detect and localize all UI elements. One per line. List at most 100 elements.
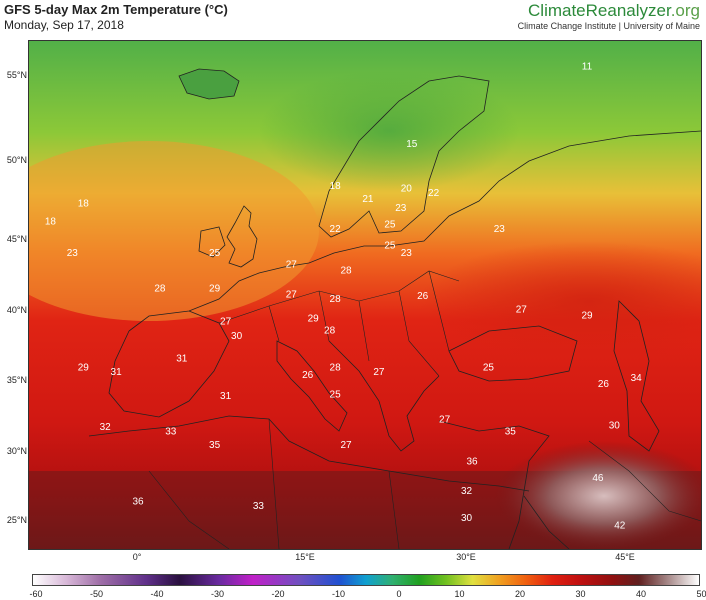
brand-domain: .org (670, 1, 700, 20)
temperature-value-label: 27 (286, 260, 298, 271)
temperature-value-label: 18 (45, 217, 57, 228)
temperature-value-label: 25 (384, 220, 396, 231)
italy (276, 340, 348, 432)
longitude-label: 30°E (456, 552, 476, 562)
brand-name: ClimateReanalyzer (528, 1, 671, 20)
temperature-value-label: 18 (330, 181, 342, 192)
iberian-peninsula (108, 310, 230, 418)
temperature-value-label: 20 (401, 184, 413, 195)
colorbar-tick-label: 20 (514, 589, 526, 599)
temperature-labels: 1110151821202223181825222325232325272828… (45, 62, 643, 532)
temperature-value-label: 27 (340, 440, 352, 451)
temperature-value-label: 11 (582, 62, 593, 73)
latitude-label: 30°N (6, 446, 27, 456)
colorbar-tick-label: 0 (396, 589, 402, 599)
temperature-value-label: 42 (614, 521, 626, 532)
temperature-value-label: 28 (340, 266, 352, 277)
colorbar-tick-label: 30 (575, 589, 586, 599)
temperature-value-label: 33 (253, 501, 265, 512)
scandinavia (318, 75, 490, 238)
map-date: Monday, Sep 17, 2018 (4, 18, 124, 32)
arabian-desert-region (494, 441, 701, 549)
temperature-value-label: 27 (373, 367, 385, 378)
temperature-value-label: 21 (362, 194, 374, 205)
temperature-value-label: 28 (330, 363, 342, 374)
temperature-value-label: 32 (100, 422, 112, 433)
country-borders (148, 270, 701, 549)
longitude-label: 0° (132, 552, 142, 562)
anatolia-coast (438, 420, 550, 549)
temperature-value-label: 35 (505, 427, 517, 438)
balkans (328, 340, 440, 452)
temperature-value-label: 36 (132, 497, 144, 508)
temperature-value-label: 25 (330, 389, 342, 400)
colorbar-tick-label: -60 (29, 589, 43, 599)
temperature-value-label: 26 (598, 379, 610, 390)
temperature-value-label: 15 (406, 139, 418, 150)
temperature-value-label: 18 (78, 199, 90, 210)
colorbar-tick-label: -40 (150, 589, 164, 599)
temperature-value-label: 25 (209, 248, 221, 259)
temperature-value-label: 27 (286, 290, 298, 301)
latitude-label: 50°N (6, 155, 27, 165)
temperature-colorbar (32, 574, 700, 586)
temperature-value-label: 29 (308, 313, 320, 324)
latitude-label: 35°N (6, 375, 27, 385)
temperature-value-label: 36 (466, 456, 478, 467)
red-sea (523, 495, 570, 549)
colorbar-tick-label: -30 (210, 589, 225, 599)
longitude-label: 45°E (615, 552, 635, 562)
temperature-value-label: 28 (154, 284, 166, 295)
temperature-value-label: 29 (78, 363, 90, 374)
temperature-value-label: 33 (165, 427, 177, 438)
temperature-value-label: 23 (395, 203, 407, 214)
colorbar-tick-label: -20 (271, 589, 285, 599)
temperature-value-label: 27 (220, 316, 232, 327)
latitude-label: 40°N (6, 305, 27, 315)
european-coastline (128, 130, 701, 332)
temperature-value-label: 29 (209, 284, 221, 295)
temperature-value-label: 25 (483, 363, 495, 374)
temperature-value-label: 32 (461, 486, 473, 497)
latitude-label: 45°N (6, 234, 27, 244)
map-title: GFS 5-day Max 2m Temperature (°C) (4, 2, 228, 17)
temperature-value-label: 23 (67, 248, 79, 259)
temperature-value-label: 28 (324, 325, 336, 336)
temperature-value-label: 27 (516, 304, 528, 315)
temperature-value-label: 35 (209, 440, 221, 451)
brand-logo[interactable]: ClimateReanalyzer.org (528, 1, 700, 21)
great-britain (226, 205, 258, 268)
colorbar-tick-label: 50 (696, 589, 706, 599)
colorbar-tick-label: -50 (89, 589, 104, 599)
north-africa-coast (88, 415, 530, 492)
temperature-value-label: 30 (609, 421, 621, 432)
temperature-value-label: 31 (220, 391, 232, 402)
temperature-value-label: 25 (384, 240, 396, 251)
temperature-value-label: 29 (581, 310, 593, 321)
scandinavia-cool-region (259, 71, 519, 191)
temperature-value-label: 23 (494, 224, 506, 235)
temperature-value-label: 22 (428, 188, 440, 199)
caspian-sea (613, 300, 660, 452)
ireland (198, 226, 226, 258)
temperature-value-label: 30 (231, 331, 243, 342)
temperature-value-label: 27 (439, 415, 451, 426)
brand-subtitle: Climate Change Institute | University of… (517, 21, 700, 31)
temperature-value-label: 23 (401, 248, 413, 259)
longitude-label: 15°E (295, 552, 315, 562)
black-sea (448, 325, 578, 382)
temperature-value-label: 34 (631, 373, 643, 384)
colorbar-tick-label: -10 (331, 589, 346, 599)
temperature-map: 1110151821202223181825222325232325272828… (28, 40, 702, 550)
temperature-value-label: 30 (461, 513, 473, 524)
colorbar-tick-label: 40 (635, 589, 647, 599)
latitude-label: 25°N (6, 515, 27, 525)
colorbar-tick-label: 10 (454, 589, 465, 599)
atlantic-cool-region (29, 141, 319, 321)
latitude-label: 55°N (6, 70, 27, 80)
temperature-value-label: 28 (330, 294, 342, 305)
iceland (178, 68, 240, 100)
temperature-value-label: 26 (417, 291, 429, 302)
temperature-value-label: 46 (592, 473, 604, 484)
temperature-value-label: 31 (176, 354, 188, 365)
